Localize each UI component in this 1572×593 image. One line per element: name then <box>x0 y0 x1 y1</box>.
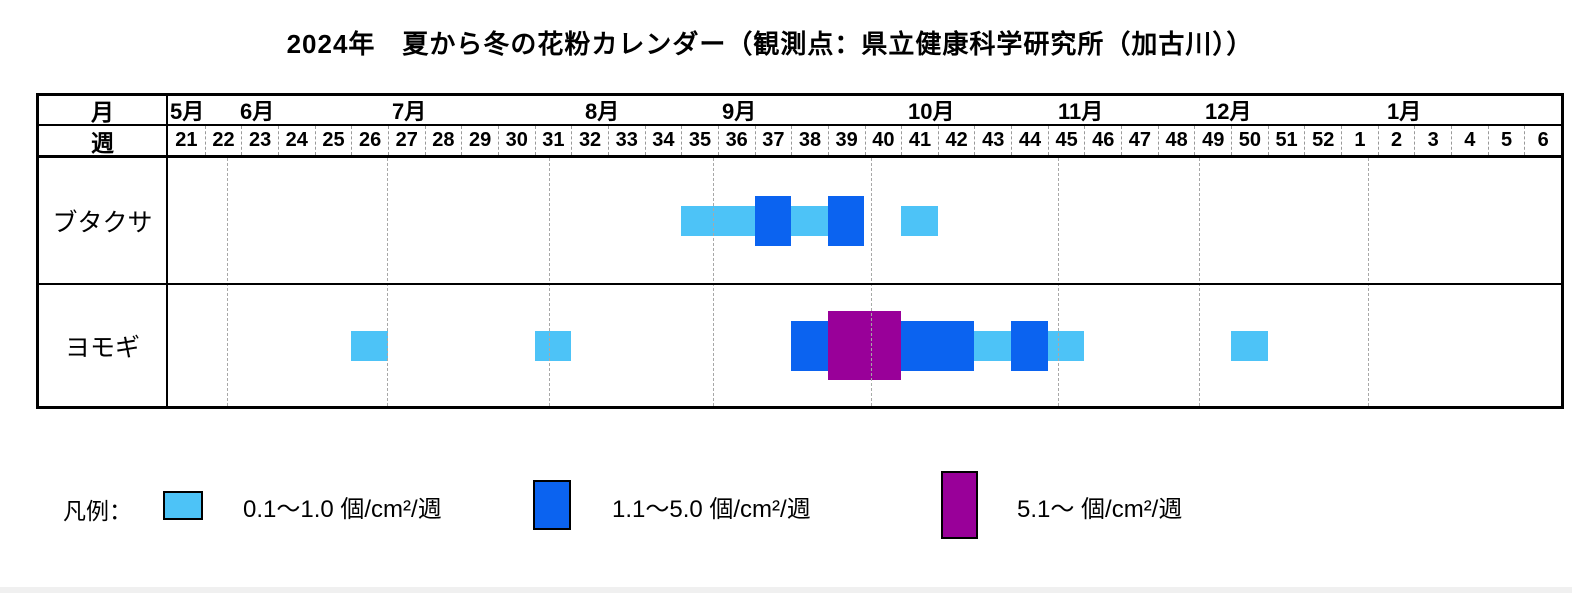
week-number: 1 <box>1341 126 1378 155</box>
pollen-intensity-bar <box>901 205 938 236</box>
week-number: 36 <box>717 126 755 155</box>
week-number: 26 <box>351 126 388 155</box>
week-number: 51 <box>1267 126 1305 155</box>
pollen-intensity-bar <box>974 330 1012 361</box>
pollen-intensity-bar <box>1011 320 1048 371</box>
legend-item-label: 5.1～ 個/cm²/週 <box>1017 496 1183 523</box>
legend-item-label: 0.1～1.0 個/cm²/週 <box>243 496 442 523</box>
week-number: 2 <box>1377 126 1415 155</box>
bottom-edge-strip <box>0 587 1572 593</box>
week-number: 21 <box>175 129 198 151</box>
week-number: 35 <box>681 126 718 155</box>
week-number: 47 <box>1121 126 1158 155</box>
week-number: 27 <box>387 126 425 155</box>
week-number: 42 <box>937 126 975 155</box>
week-number: 34 <box>644 126 682 155</box>
week-number: 24 <box>277 126 315 155</box>
week-number: 33 <box>607 126 645 155</box>
week-header-cell: 週 <box>91 129 114 156</box>
pollen-intensity-bar <box>754 195 792 246</box>
week-number: 44 <box>1011 126 1048 155</box>
week-number: 37 <box>754 126 792 155</box>
week-number: 22 <box>204 126 242 155</box>
month-label: 8月 <box>585 99 620 124</box>
chart-title: 2024年 夏から冬の花粉カレンダー（観測点：県立健康科学研究所（加古川）） <box>286 29 1254 59</box>
week-number: 23 <box>241 126 278 155</box>
pollen-intensity-bar <box>827 195 865 246</box>
week-number: 30 <box>497 126 535 155</box>
pollen-intensity-bar <box>351 330 388 361</box>
pollen-intensity-bar <box>791 320 828 371</box>
week-number: 52 <box>1304 126 1341 155</box>
legend-swatch <box>163 490 203 520</box>
month-header-row: 5月 6月 7月 8月 9月 10月 11月 12月 1月 <box>168 96 1561 124</box>
week-number: 38 <box>791 126 828 155</box>
divider-under-week-row <box>39 155 1561 158</box>
legend-swatch <box>941 471 978 539</box>
week-number: 49 <box>1194 126 1231 155</box>
pollen-intensity-bar <box>1047 330 1085 361</box>
week-number: 29 <box>461 126 498 155</box>
month-label: 6月 <box>240 99 275 124</box>
legend-item-label: 1.1～5.0 個/cm²/週 <box>612 496 811 523</box>
calendar-data-area <box>168 158 1561 406</box>
month-label: 10月 <box>908 99 955 124</box>
week-number: 3 <box>1414 126 1451 155</box>
month-label: 12月 <box>1205 99 1252 124</box>
week-number: 41 <box>901 126 938 155</box>
week-number: 45 <box>1047 126 1085 155</box>
pollen-calendar-table: 月 週 ブタクサ ヨモギ 5月 6月 7月 8月 9月 10月 11月 12月 1月 21 22 2… <box>36 93 1564 409</box>
week-number: 5 <box>1487 126 1525 155</box>
week-number: 25 <box>314 126 352 155</box>
week-number: 31 <box>534 126 572 155</box>
week-number: 6 <box>1524 126 1561 155</box>
month-boundary-line <box>871 158 872 406</box>
month-boundary-line <box>1058 158 1059 406</box>
month-boundary-line <box>227 158 228 406</box>
month-boundary-line <box>387 158 388 406</box>
week-number: 32 <box>571 126 608 155</box>
pollen-intensity-bar <box>1231 330 1268 361</box>
pollen-intensity-bar <box>681 205 755 236</box>
pollen-intensity-bar <box>791 205 828 236</box>
month-label: 11月 <box>1058 99 1104 124</box>
legend-title: 凡例： <box>63 498 132 524</box>
week-number: 43 <box>974 126 1011 155</box>
month-label: 9月 <box>722 99 757 124</box>
month-label: 1月 <box>1387 99 1422 124</box>
week-number: 46 <box>1084 126 1121 155</box>
pollen-intensity-bar <box>827 311 902 380</box>
week-number: 48 <box>1157 126 1195 155</box>
row-label-butakusa: ブタクサ <box>52 208 153 237</box>
week-number: 40 <box>864 126 902 155</box>
month-boundary-line <box>1199 158 1200 406</box>
month-boundary-line <box>549 158 550 406</box>
month-boundary-line <box>1368 158 1369 406</box>
pollen-intensity-bar <box>534 330 572 361</box>
pollen-intensity-bar <box>901 320 975 371</box>
month-label: 7月 <box>392 99 427 124</box>
month-boundary-line <box>713 158 714 406</box>
divider-under-month-row <box>39 124 1561 126</box>
month-header-cell: 月 <box>91 99 114 125</box>
week-header-row: 21 22 23 24 25 26 27 28 29 30 31 32 33 34 35 36 37 38 39 40… <box>168 126 1561 155</box>
week-number: 4 <box>1451 126 1488 155</box>
divider-between-rows <box>39 283 1561 285</box>
week-number: 28 <box>424 126 462 155</box>
label-column-divider <box>166 96 168 406</box>
row-label-yomogi: ヨモギ <box>64 333 140 362</box>
week-number: 39 <box>827 126 865 155</box>
legend-swatch <box>533 480 571 530</box>
month-label: 5月 <box>170 99 205 124</box>
week-number: 50 <box>1231 126 1268 155</box>
